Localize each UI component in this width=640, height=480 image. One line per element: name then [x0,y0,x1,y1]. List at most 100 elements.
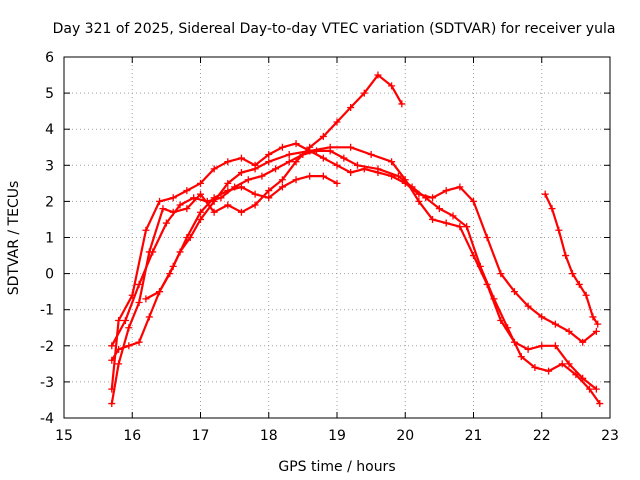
data-point [541,190,549,198]
series-markers [108,147,604,408]
data-point [592,385,600,393]
data-point [149,248,157,256]
data-point [121,317,129,325]
data-point [326,147,334,155]
y-tick-label: 0 [45,267,54,283]
data-point [562,252,570,260]
data-point [360,89,368,97]
data-point [203,197,211,205]
data-point [197,190,204,198]
x-tick-label: 15 [55,428,73,444]
y-tick-label: 2 [45,194,54,210]
data-point [572,371,580,379]
data-point [568,270,576,278]
data-point [463,223,471,231]
data-point [125,342,133,350]
data-point [108,400,116,408]
x-tick-label: 17 [192,428,210,444]
data-point [224,158,232,166]
data-point [265,158,273,166]
data-point [313,147,321,155]
data-point [388,82,396,90]
data-point [333,118,341,126]
data-point [237,208,245,216]
data-point [285,150,293,158]
data-point [292,158,300,166]
data-point [442,219,450,227]
data-point [190,194,198,202]
series-arc-2 [108,71,406,408]
series-line [110,149,601,405]
data-point [265,194,273,202]
data-point [456,223,464,231]
data-point [183,205,191,213]
series-line [110,73,403,405]
series-line [110,146,598,391]
data-layer [108,71,604,408]
data-point [183,187,191,195]
x-tick-label: 18 [260,428,278,444]
series-arc-5 [108,147,604,408]
data-point [210,208,218,216]
data-point [422,194,430,202]
data-point [538,313,546,321]
data-point [548,205,556,213]
data-point [169,194,177,202]
data-point [558,360,566,368]
data-point [265,187,273,195]
data-point [429,215,437,223]
data-point [497,270,505,278]
data-point [292,176,300,184]
data-point [159,205,167,213]
data-point [545,367,553,375]
data-point [490,295,498,303]
data-point [565,360,573,368]
data-point [278,143,286,151]
data-point [197,179,204,187]
data-point [142,295,150,303]
x-tick-label: 20 [396,428,414,444]
y-tick-label: 1 [45,231,54,247]
y-tick-label: -2 [40,339,54,355]
series-line [544,193,599,326]
data-point [470,197,477,205]
data-point [125,324,133,332]
y-tick-label: 4 [45,122,54,138]
data-point [347,143,355,151]
data-point [156,197,164,205]
data-point [374,71,382,79]
data-point [156,288,164,296]
data-point [538,342,546,350]
data-point [108,385,116,393]
data-point [435,205,443,213]
data-point [592,327,600,335]
x-tick-label: 23 [601,428,619,444]
series-arc-1 [108,143,600,393]
y-tick-label: 6 [45,50,54,66]
series-arc-3 [108,140,600,393]
data-point [183,234,191,241]
data-point [135,338,143,346]
data-point [415,197,423,205]
data-point [251,161,259,169]
data-point [456,183,464,191]
data-point [333,179,341,187]
data-point [347,169,355,177]
data-point [319,154,327,162]
y-axis-label: SDTVAR / TECUs [6,181,22,296]
data-point [108,342,116,350]
data-point [524,302,532,310]
data-point [292,140,300,148]
data-point [586,385,594,393]
x-tick-label: 16 [123,428,141,444]
chart-title: Day 321 of 2025, Sidereal Day-to-day VTE… [53,21,616,37]
y-tick-label: -3 [40,375,54,391]
data-point [197,215,204,223]
series-markers [108,143,600,393]
series-line [110,142,598,391]
x-tick-label: 22 [533,428,551,444]
data-point [210,165,218,173]
data-point [510,288,518,296]
data-point [237,183,245,191]
